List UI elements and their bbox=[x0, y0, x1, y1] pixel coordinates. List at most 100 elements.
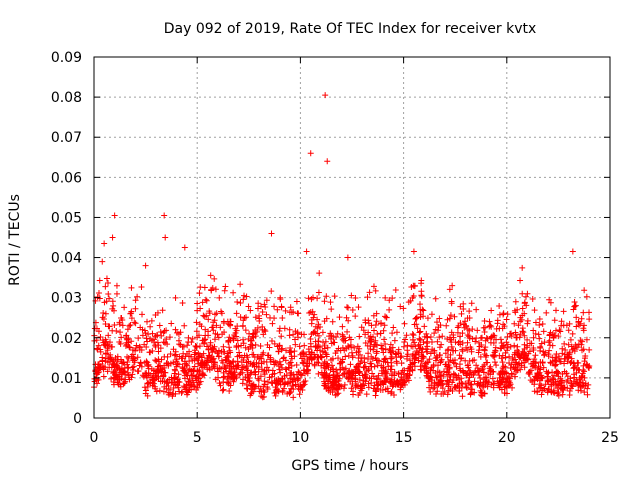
data-point bbox=[389, 330, 396, 337]
data-point bbox=[167, 386, 174, 393]
data-point bbox=[427, 367, 434, 374]
data-point bbox=[490, 340, 497, 347]
data-point bbox=[168, 320, 175, 327]
data-point bbox=[463, 371, 470, 378]
data-point bbox=[492, 344, 499, 351]
data-point bbox=[141, 359, 148, 366]
data-point bbox=[194, 300, 201, 307]
data-point bbox=[569, 330, 576, 337]
data-point bbox=[339, 359, 346, 366]
data-point bbox=[467, 344, 474, 351]
data-point bbox=[561, 356, 568, 363]
data-point bbox=[180, 383, 187, 390]
data-point bbox=[271, 303, 278, 310]
data-point bbox=[241, 292, 248, 299]
data-point bbox=[193, 319, 200, 326]
data-point bbox=[242, 344, 249, 351]
x-tick-label: 5 bbox=[193, 430, 202, 446]
data-point bbox=[460, 368, 467, 375]
data-point bbox=[494, 317, 501, 324]
data-point bbox=[137, 360, 144, 367]
data-point bbox=[334, 330, 341, 337]
data-point bbox=[152, 311, 159, 318]
data-point bbox=[196, 321, 203, 328]
data-point bbox=[389, 344, 396, 351]
data-point bbox=[512, 309, 519, 316]
data-point bbox=[127, 321, 134, 328]
data-point bbox=[116, 321, 123, 328]
data-point bbox=[536, 321, 543, 328]
data-point bbox=[521, 310, 528, 317]
data-point bbox=[586, 346, 593, 353]
data-point bbox=[504, 311, 511, 318]
data-point bbox=[365, 329, 372, 336]
data-point bbox=[481, 347, 488, 354]
data-point bbox=[365, 380, 372, 387]
data-point bbox=[372, 321, 379, 328]
data-point bbox=[173, 363, 180, 370]
data-point bbox=[268, 288, 275, 295]
data-point bbox=[137, 344, 144, 351]
data-point bbox=[514, 350, 521, 357]
data-point bbox=[425, 370, 432, 377]
data-point bbox=[160, 339, 167, 346]
data-point bbox=[269, 320, 276, 327]
y-tick-label: 0.04 bbox=[51, 251, 82, 267]
data-point bbox=[502, 369, 509, 376]
data-point bbox=[109, 234, 116, 241]
data-point bbox=[167, 351, 174, 358]
data-point bbox=[104, 279, 111, 286]
data-point bbox=[316, 270, 323, 277]
data-point bbox=[328, 306, 335, 313]
data-point bbox=[531, 388, 538, 395]
data-point bbox=[554, 368, 560, 375]
data-point bbox=[523, 302, 530, 309]
data-point bbox=[464, 331, 471, 338]
data-point bbox=[119, 322, 126, 329]
data-point bbox=[527, 377, 534, 384]
data-point bbox=[216, 380, 223, 387]
data-point bbox=[517, 314, 524, 321]
y-tick-label: 0 bbox=[73, 411, 82, 427]
data-point bbox=[118, 314, 125, 321]
data-point bbox=[321, 372, 328, 379]
data-point bbox=[226, 347, 233, 354]
data-point bbox=[245, 374, 252, 381]
data-point bbox=[222, 283, 229, 290]
data-point bbox=[506, 353, 513, 360]
data-point bbox=[174, 360, 181, 367]
data-point bbox=[546, 296, 553, 303]
data-point bbox=[345, 368, 352, 375]
data-point bbox=[320, 339, 327, 346]
data-point bbox=[214, 331, 221, 338]
data-point bbox=[276, 342, 283, 349]
data-point bbox=[231, 369, 238, 376]
data-point bbox=[311, 361, 318, 368]
data-point bbox=[570, 345, 577, 352]
data-point bbox=[209, 324, 216, 331]
data-point bbox=[382, 294, 389, 301]
data-point bbox=[432, 295, 439, 302]
data-point bbox=[321, 345, 328, 352]
data-point bbox=[173, 329, 180, 336]
data-point bbox=[216, 294, 223, 301]
y-tick-label: 0.07 bbox=[51, 130, 82, 146]
data-point bbox=[449, 282, 456, 289]
data-point bbox=[409, 336, 416, 343]
data-point bbox=[152, 333, 159, 340]
data-point bbox=[145, 379, 152, 386]
data-point bbox=[434, 368, 441, 375]
data-point bbox=[284, 390, 291, 397]
data-point bbox=[108, 375, 115, 382]
data-point bbox=[260, 383, 267, 390]
data-point bbox=[575, 366, 582, 373]
data-point bbox=[296, 391, 303, 398]
data-point bbox=[433, 319, 440, 326]
data-point bbox=[139, 311, 146, 318]
data-point bbox=[390, 392, 397, 399]
data-point bbox=[116, 366, 123, 373]
data-point bbox=[476, 372, 483, 379]
data-point bbox=[535, 331, 542, 338]
data-point bbox=[339, 336, 346, 343]
data-point bbox=[436, 344, 443, 351]
